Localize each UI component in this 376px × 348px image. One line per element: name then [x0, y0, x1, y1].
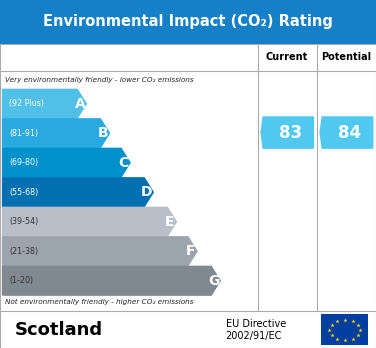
Text: (21-38): (21-38) [9, 247, 38, 256]
Text: A: A [74, 97, 85, 111]
Text: Scotland: Scotland [15, 321, 103, 339]
Text: (39-54): (39-54) [9, 217, 38, 226]
Text: 2002/91/EC: 2002/91/EC [226, 331, 282, 341]
Polygon shape [261, 117, 313, 148]
Polygon shape [3, 266, 220, 295]
Text: (92 Plus): (92 Plus) [9, 99, 44, 108]
Text: D: D [141, 185, 153, 199]
Text: Current: Current [266, 53, 308, 62]
Text: (69-80): (69-80) [9, 158, 38, 167]
Polygon shape [3, 119, 109, 148]
Polygon shape [3, 89, 86, 118]
Text: F: F [186, 244, 196, 258]
Text: 84: 84 [338, 124, 361, 142]
Polygon shape [3, 178, 153, 207]
Text: B: B [98, 126, 108, 140]
Text: Environmental Impact (CO₂) Rating: Environmental Impact (CO₂) Rating [43, 14, 333, 29]
Polygon shape [3, 207, 176, 236]
Text: Very environmentally friendly - lower CO₂ emissions: Very environmentally friendly - lower CO… [5, 77, 194, 84]
Polygon shape [3, 148, 130, 177]
Polygon shape [320, 117, 373, 148]
Text: 83: 83 [279, 124, 302, 142]
Text: (55-68): (55-68) [9, 188, 38, 197]
Text: EU Directive: EU Directive [226, 319, 286, 329]
Text: (81-91): (81-91) [9, 129, 38, 138]
Text: (1-20): (1-20) [9, 276, 33, 285]
Text: G: G [208, 274, 220, 288]
Text: E: E [165, 215, 175, 229]
Text: Potential: Potential [321, 53, 371, 62]
Polygon shape [3, 237, 197, 266]
Text: C: C [118, 156, 129, 170]
Text: Not environmentally friendly - higher CO₂ emissions: Not environmentally friendly - higher CO… [5, 299, 194, 305]
